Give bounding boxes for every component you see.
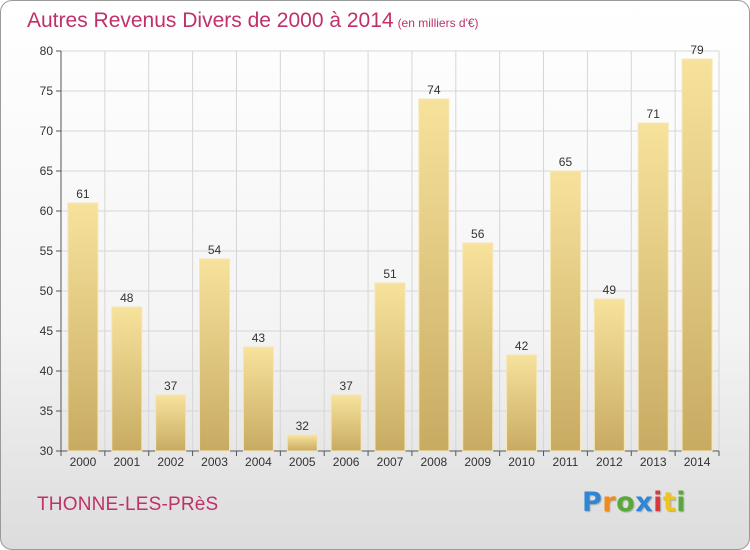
- bar: [199, 258, 231, 452]
- x-tick-label: 2003: [201, 455, 228, 469]
- logo-letter: i: [653, 487, 663, 518]
- bar: [111, 306, 143, 452]
- data-label: 49: [603, 283, 617, 297]
- bar: [67, 202, 99, 452]
- bar: [330, 394, 362, 452]
- y-tick-label: 35: [40, 404, 54, 418]
- x-tick-label: 2008: [421, 455, 448, 469]
- data-label: 54: [208, 243, 222, 257]
- chart-title-text: Autres Revenus Divers de 2000 à 2014: [27, 9, 394, 32]
- data-label: 65: [559, 155, 573, 169]
- x-tick-label: 2009: [464, 455, 491, 469]
- x-tick-label: 2000: [70, 455, 97, 469]
- y-tick-label: 80: [40, 44, 54, 58]
- data-label: 43: [252, 331, 266, 345]
- x-tick-label: 2013: [640, 455, 667, 469]
- logo-letter: t: [662, 487, 677, 518]
- bar: [155, 394, 187, 452]
- x-tick-label: 2005: [289, 455, 316, 469]
- logo-letter: o: [616, 487, 636, 518]
- data-label: 32: [296, 419, 310, 433]
- data-label: 79: [690, 43, 704, 57]
- proxiti-logo: Proxiti: [582, 487, 686, 518]
- data-label: 42: [515, 339, 529, 353]
- y-tick-label: 65: [40, 164, 54, 178]
- y-tick-label: 30: [40, 444, 54, 458]
- data-label: 61: [76, 187, 90, 201]
- data-label: 51: [383, 267, 397, 281]
- logo-letter: r: [602, 487, 617, 518]
- logo-letter: P: [582, 487, 603, 518]
- data-label: 37: [164, 379, 178, 393]
- bar: [681, 58, 713, 452]
- bar: [286, 434, 318, 452]
- bars: [67, 58, 713, 452]
- logo-letter: i: [676, 487, 687, 518]
- x-tick-label: 2012: [596, 455, 623, 469]
- y-tick-label: 60: [40, 204, 54, 218]
- bar: [242, 346, 274, 452]
- y-tick-label: 75: [40, 84, 54, 98]
- data-label: 48: [120, 291, 134, 305]
- x-tick-label: 2004: [245, 455, 272, 469]
- chart-title: Autres Revenus Divers de 2000 à 2014 (en …: [27, 9, 479, 33]
- bar: [549, 170, 581, 452]
- bar: [418, 98, 450, 452]
- x-tick-label: 2011: [553, 455, 579, 469]
- data-label: 74: [427, 83, 441, 97]
- x-tick-label: 2002: [157, 455, 184, 469]
- y-tick-label: 40: [40, 364, 54, 378]
- data-label: 37: [339, 379, 353, 393]
- bar: [462, 242, 494, 452]
- place-name: THONNE-LES-PRèS: [37, 494, 219, 515]
- y-tick-label: 45: [40, 324, 54, 338]
- y-tick-label: 50: [40, 284, 54, 298]
- y-tick-label: 55: [40, 244, 54, 258]
- data-label: 71: [647, 107, 661, 121]
- bar: [593, 298, 625, 452]
- x-tick-label: 2014: [684, 455, 711, 469]
- chart-subtitle: (en milliers d'€): [397, 16, 479, 30]
- x-tick-label: 2006: [333, 455, 360, 469]
- data-label: 56: [471, 227, 485, 241]
- bar: [506, 354, 538, 452]
- bar: [374, 282, 406, 452]
- y-tick-label: 70: [40, 124, 54, 138]
- bar: [637, 122, 669, 452]
- x-tick-label: 2010: [508, 455, 535, 469]
- logo-letter: x: [635, 487, 654, 518]
- x-tick-label: 2001: [113, 455, 140, 469]
- x-tick-label: 2007: [377, 455, 404, 469]
- data-labels: 61 48 37 54 43 32 37 51 74 56 42 65 49 71 79: [76, 43, 704, 433]
- axes: 30 35 40 45 50 55 60 65 70 75 80 2000 2001 2002 2003 20…: [40, 44, 720, 469]
